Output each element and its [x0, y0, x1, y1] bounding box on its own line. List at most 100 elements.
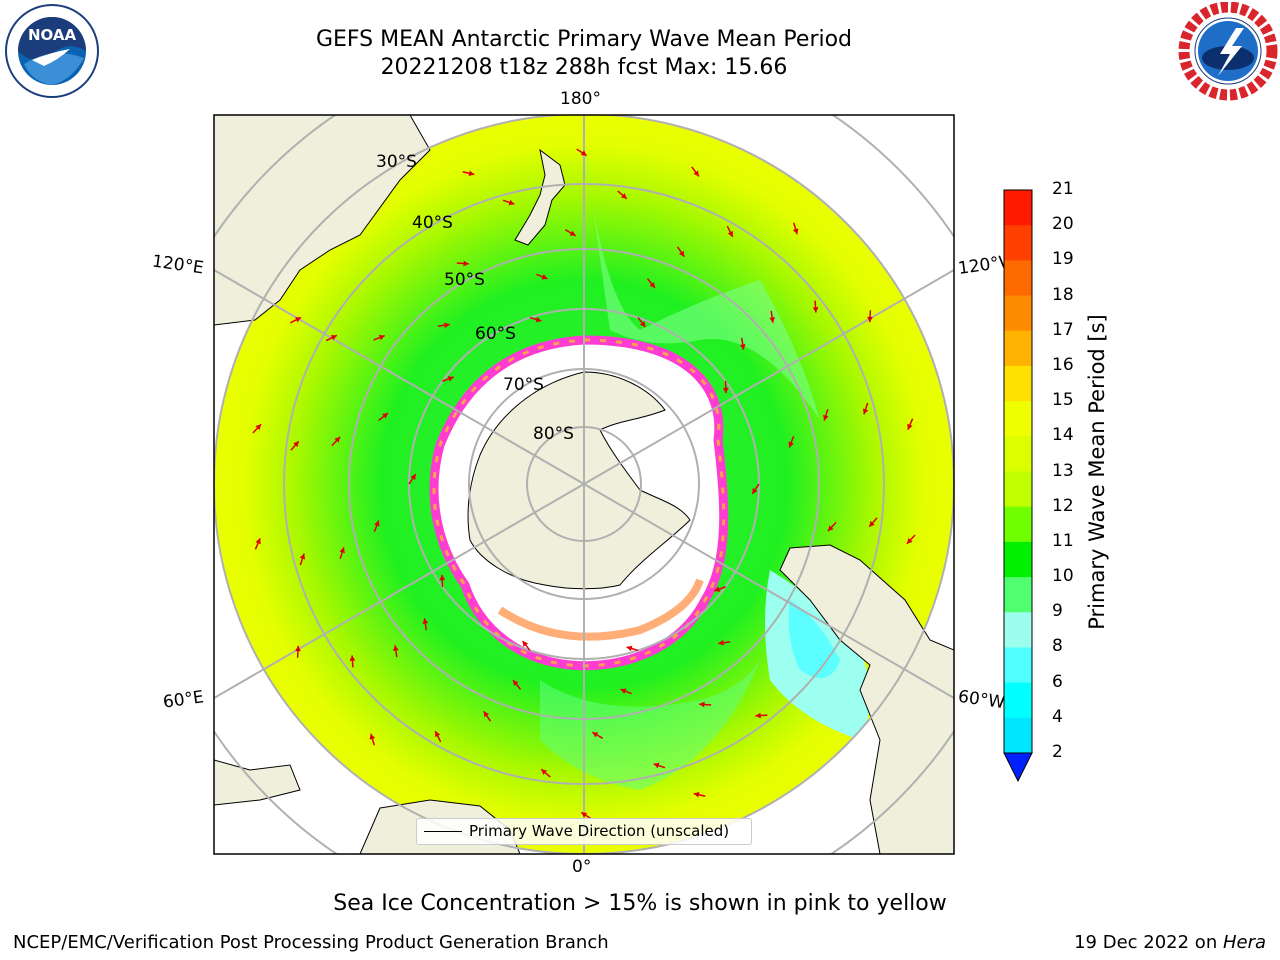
wave-arrow-head [727, 230, 733, 237]
footer-credit: NCEP/EMC/Verification Post Processing Pr… [13, 932, 609, 953]
wave-arrow-head [410, 474, 416, 481]
lat-label-80s: 80°S [533, 424, 574, 444]
colorbar-cell [1004, 260, 1032, 297]
wave-arrow-head [468, 170, 475, 177]
colorbar-cell [1004, 541, 1032, 578]
wave-arrow-head [293, 441, 299, 448]
wave-arrow-head [755, 712, 761, 719]
wave-arrow-head [299, 553, 306, 560]
noaa-logo: NOAA [5, 4, 99, 98]
colorbar-cell [1004, 225, 1032, 261]
legend-label: Primary Wave Direction (unscaled) [469, 822, 730, 840]
colorbar-frame [1003, 189, 1033, 754]
footer-date: 19 Dec 2022 on Hera [1074, 932, 1266, 953]
wave-arrow-head [255, 424, 262, 431]
nws-logo [1178, 2, 1278, 101]
svg-text:NOAA: NOAA [28, 26, 77, 44]
colorbar-tick-label: 13 [1052, 460, 1074, 481]
wave-arrow-head [447, 376, 454, 382]
wave-direction-arrows [252, 148, 916, 820]
colorbar-cell [1004, 717, 1032, 754]
colorbar-tick-label: 21 [1052, 179, 1074, 199]
wave-arrow-head [693, 791, 700, 798]
wave-period-zone-9s [580, 115, 820, 420]
wave-arrow-head [722, 387, 729, 394]
lon-label-0: 0° [572, 857, 592, 877]
colorbar-cell [1004, 682, 1032, 719]
wave-arrow-head [513, 679, 519, 686]
wave-arrow-head [382, 413, 389, 419]
wave-period-zone-10s [540, 660, 760, 790]
sea-ice-caption: Sea Ice Concentration > 15% is shown in … [333, 891, 947, 916]
wave-arrow-head [823, 414, 829, 421]
wave-arrow-head [422, 618, 429, 624]
colorbar-tick-label: 14 [1052, 425, 1074, 446]
colorbar-tick-label: 9 [1052, 601, 1063, 622]
colorbar-cell [1004, 295, 1032, 332]
wave-arrow-head [592, 732, 599, 738]
wave-arrow-head [378, 334, 385, 341]
wave-arrow-head [649, 282, 655, 289]
footer-host: Hera [1222, 932, 1266, 953]
wave-arrow-head [693, 170, 699, 177]
wave-arrow-head [541, 769, 548, 775]
wave-arrow-head [714, 586, 721, 592]
wave-arrow-head [435, 731, 441, 738]
colorbar-tick-label: 16 [1052, 354, 1074, 375]
wave-arrow-head [392, 645, 399, 651]
colorbar-tick-label: 20 [1052, 214, 1074, 235]
wave-arrow-head [653, 762, 660, 769]
wave-arrow-head [535, 316, 542, 323]
wave-arrow-head [862, 408, 869, 415]
colorbar-tick-label: 17 [1052, 319, 1074, 340]
wave-arrow-head [699, 701, 705, 708]
colorbar-cell [1004, 330, 1032, 367]
colorbar-tick-label: 8 [1052, 636, 1063, 657]
wave-arrow-head [330, 335, 337, 341]
map-title: GEFS MEAN Antarctic Primary Wave Mean Pe… [315, 27, 853, 52]
colorbar-cell [1004, 506, 1032, 543]
wave-arrow-head [739, 344, 746, 350]
colorbar-cell [1004, 577, 1032, 613]
lat-label-70s: 70°S [503, 375, 544, 395]
wave-arrow-head [812, 307, 819, 313]
colorbar-tick-label: 19 [1052, 249, 1074, 270]
wave-arrow-head [569, 230, 576, 236]
colorbar-cell [1004, 365, 1032, 402]
wave-arrow-head [374, 520, 380, 527]
colorbar-tick-label: 4 [1052, 706, 1063, 727]
wave-arrow-head [788, 441, 794, 448]
wave-arrow-head [339, 547, 345, 554]
colorbar-tick-label: 10 [1052, 566, 1074, 587]
colorbar-tick-label: 6 [1052, 671, 1063, 692]
lat-label-60s: 60°S [475, 324, 516, 344]
wave-arrow-head [581, 812, 588, 818]
colorbar-tick-label: 18 [1052, 284, 1074, 305]
colorbar-tick-label: 2 [1052, 742, 1063, 762]
lon-label-180: 180° [560, 89, 601, 109]
wave-arrow-head [444, 322, 450, 329]
colorbar [1003, 189, 1033, 783]
legend-line-sample [424, 831, 462, 832]
wave-arrow-head [869, 520, 875, 527]
colorbar-tick-label: 12 [1052, 495, 1074, 516]
colorbar-cell [1004, 401, 1032, 437]
wave-arrow-head [369, 733, 376, 740]
colorbar-tick-label: 15 [1052, 390, 1074, 411]
wave-arrow-head [580, 150, 587, 156]
southern-africa-land [214, 759, 301, 806]
wave-arrow-head [769, 317, 776, 323]
wave-arrow-head [255, 538, 261, 545]
wave-arrow-head [541, 274, 548, 280]
lat-label-50s: 50°S [444, 270, 485, 290]
colorbar-extend-arrow [1003, 752, 1033, 783]
colorbar-tick-label: 11 [1052, 530, 1074, 551]
wave-arrow-head [639, 321, 646, 328]
wave-arrow-head [349, 655, 356, 661]
wave-arrow-head [483, 711, 490, 718]
colorbar-cell [1004, 647, 1032, 684]
wave-arrow-head [295, 645, 301, 652]
wave-arrow-head [906, 537, 913, 544]
wave-arrow-head [334, 436, 341, 443]
